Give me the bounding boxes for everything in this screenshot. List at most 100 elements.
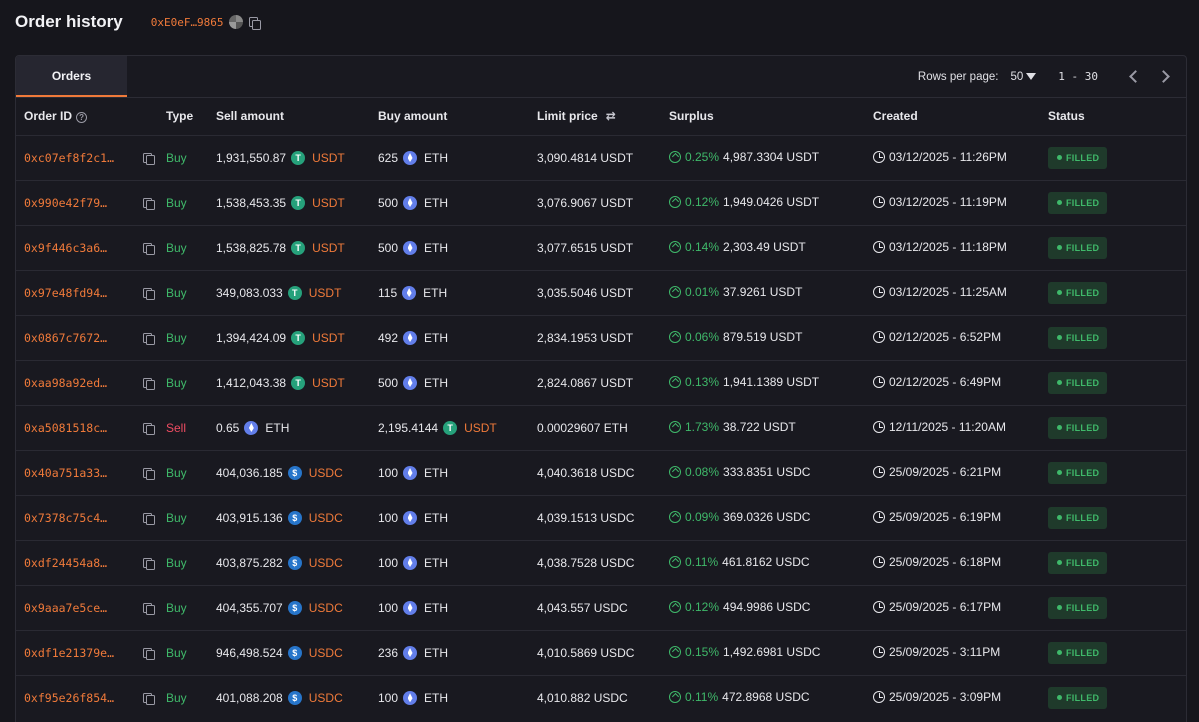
chevron-right-icon[interactable] — [1154, 66, 1176, 88]
table-row[interactable]: 0x0867c7672… Buy 1,394,424.09 USDT 492 ETH 2,8… — [16, 314, 1186, 360]
buy-token[interactable]: ETH — [424, 645, 449, 660]
buy-token[interactable]: ETH — [424, 690, 449, 705]
created-date: 25/09/2025 - 6:19PM — [889, 509, 1002, 524]
sell-amount-value: 1,394,424.09 — [216, 330, 287, 345]
usdt-icon — [291, 150, 306, 165]
buy-token[interactable]: ETH — [424, 150, 449, 165]
surplus-amount: 1,492.6981 USDC — [723, 644, 821, 659]
buy-token[interactable]: USDT — [464, 420, 497, 435]
surplus-percent: 0.01% — [685, 284, 720, 299]
copy-icon[interactable] — [142, 377, 155, 390]
surplus-amount: 37.9261 USDT — [723, 284, 803, 299]
sell-token[interactable]: USDT — [312, 375, 345, 390]
sell-token[interactable]: USDT — [312, 330, 345, 345]
sell-token[interactable]: USDT — [308, 285, 342, 300]
order-id-link[interactable]: 0xf95e26f854… — [24, 690, 115, 705]
clock-icon — [873, 645, 885, 658]
order-id-link[interactable]: 0x9f446c3a6… — [24, 240, 108, 255]
header-limit-price: Limit price ⇄ — [537, 109, 616, 124]
order-id-link[interactable]: 0x9aaa7e5ce… — [24, 600, 108, 615]
created: 03/12/2025 - 11:25AM — [873, 285, 1007, 299]
sell-token[interactable]: USDC — [308, 465, 343, 480]
sell-token[interactable]: USDC — [308, 555, 343, 570]
table-row[interactable]: 0xa5081518c… Sell 0.65 ETH 2,195.4144 USDT 0.0… — [16, 404, 1186, 450]
order-id-link[interactable]: 0x0867c7672… — [24, 330, 108, 345]
order-id-cell: 0xdf24454a8… — [16, 539, 158, 585]
order-id-link[interactable]: 0x7378c75c4… — [24, 510, 108, 525]
buy-token[interactable]: ETH — [424, 555, 449, 570]
status-cell: FILLED — [1040, 629, 1186, 675]
table-row[interactable]: 0x7378c75c4… Buy 403,915.136 USDC 100 ETH 4,03… — [16, 494, 1186, 540]
order-id-link[interactable]: 0x97e48fd94… — [24, 285, 108, 300]
table-row[interactable]: 0xc07ef8f2c1… Buy 1,931,550.87 USDT 625 ETH 3,… — [16, 134, 1186, 180]
surplus-cell: 0.08% 333.8351 USDC — [661, 449, 865, 495]
swap-price-icon[interactable]: ⇄ — [605, 109, 616, 124]
surplus-amount: 333.8351 USDC — [723, 464, 811, 479]
copy-icon[interactable] — [142, 422, 155, 435]
copy-address-icon[interactable] — [248, 16, 261, 30]
sell-token[interactable]: USDT — [312, 150, 345, 165]
order-id-link[interactable]: 0xc07ef8f2c1… — [24, 150, 115, 165]
created: 25/09/2025 - 6:19PM — [873, 510, 1001, 524]
table-row[interactable]: 0xaa98a92ed… Buy 1,412,043.38 USDT 500 ETH 2,8… — [16, 359, 1186, 405]
buy-token[interactable]: ETH — [424, 465, 449, 480]
buy-amount-value: 100 — [378, 465, 399, 480]
order-id-link[interactable]: 0x40a751a33… — [24, 465, 108, 480]
buy-amount-cell: 100 ETH — [370, 494, 529, 540]
wallet-address[interactable]: 0xE0eF…9865 — [150, 15, 224, 29]
copy-icon[interactable] — [142, 242, 155, 255]
buy-amount: 100 ETH — [378, 510, 449, 525]
sell-token[interactable]: USDC — [308, 645, 343, 660]
order-id-link[interactable]: 0xdf24454a8… — [24, 555, 108, 570]
copy-icon[interactable] — [142, 197, 155, 210]
surplus-amount: 4,987.3304 USDT — [723, 149, 820, 164]
order-id-link[interactable]: 0xa5081518c… — [24, 420, 108, 435]
copy-icon[interactable] — [142, 332, 155, 345]
copy-icon[interactable] — [142, 557, 155, 570]
chevron-left-icon[interactable] — [1122, 66, 1144, 88]
copy-icon[interactable] — [142, 692, 155, 706]
rows-per-page-select[interactable]: 50 — [1010, 71, 1037, 83]
buy-token[interactable]: ETH — [424, 600, 449, 615]
usdt-icon — [291, 240, 306, 255]
order-id-cell: 0x990e42f79… — [16, 179, 158, 225]
sell-token[interactable]: USDC — [308, 600, 343, 615]
buy-token[interactable]: ETH — [424, 240, 449, 255]
table-row[interactable]: 0x9aaa7e5ce… Buy 404,355.707 USDC 100 ETH 4,04… — [16, 584, 1186, 630]
copy-icon[interactable] — [142, 647, 155, 660]
table-row[interactable]: 0x40a751a33… Buy 404,036.185 USDC 100 ETH 4,04… — [16, 449, 1186, 495]
created-cell: 03/12/2025 - 11:25AM — [865, 269, 1040, 315]
info-icon[interactable]: ? — [76, 111, 88, 123]
buy-token[interactable]: ETH — [423, 285, 448, 300]
sell-token[interactable]: USDC — [308, 510, 343, 525]
order-id-link[interactable]: 0xaa98a92ed… — [24, 375, 108, 390]
copy-icon[interactable] — [142, 512, 155, 525]
buy-token[interactable]: ETH — [424, 195, 449, 210]
buy-token[interactable]: ETH — [424, 330, 449, 345]
sell-token[interactable]: USDC — [308, 690, 343, 705]
sell-token[interactable]: ETH — [265, 420, 290, 435]
sell-token[interactable]: USDT — [312, 240, 345, 255]
sell-token[interactable]: USDT — [312, 195, 345, 210]
copy-icon[interactable] — [142, 467, 155, 480]
table-row[interactable]: 0xf95e26f854… Buy 401,088.208 USDC 100 ETH 4,0… — [16, 674, 1186, 720]
buy-amount-cell: 100 ETH — [370, 674, 529, 720]
table-row[interactable]: 0x9f446c3a6… Buy 1,538,825.78 USDT 500 ETH 3,0… — [16, 224, 1186, 270]
tab-orders[interactable]: Orders — [16, 56, 127, 97]
sell-amount: 404,036.185 USDC — [216, 465, 343, 480]
table-row[interactable]: 0x990e42f79… Buy 1,538,453.35 USDT 500 ETH 3,0… — [16, 179, 1186, 225]
table-row[interactable]: 0x97e48fd94… Buy 349,083.033 USDT 115 ETH 3,03… — [16, 269, 1186, 315]
header-created: Created — [873, 109, 918, 124]
buy-token[interactable]: ETH — [424, 510, 449, 525]
copy-icon[interactable] — [142, 152, 155, 165]
copy-icon[interactable] — [142, 287, 155, 300]
buy-token[interactable]: ETH — [424, 375, 449, 390]
table-row[interactable]: 0xdf1e21379e… Buy 946,498.524 USDC 236 ETH 4,0… — [16, 629, 1186, 675]
order-id-link[interactable]: 0xdf1e21379e… — [24, 645, 115, 660]
copy-icon[interactable] — [142, 602, 155, 615]
status-badge: FILLED — [1048, 551, 1108, 574]
sell-amount-value: 1,931,550.87 — [216, 150, 287, 165]
table-row[interactable]: 0xdf24454a8… Buy 403,875.282 USDC 100 ETH 4,03… — [16, 539, 1186, 585]
sell-amount-cell: 1,538,825.78 USDT — [208, 224, 370, 270]
order-id-link[interactable]: 0x990e42f79… — [24, 195, 108, 210]
